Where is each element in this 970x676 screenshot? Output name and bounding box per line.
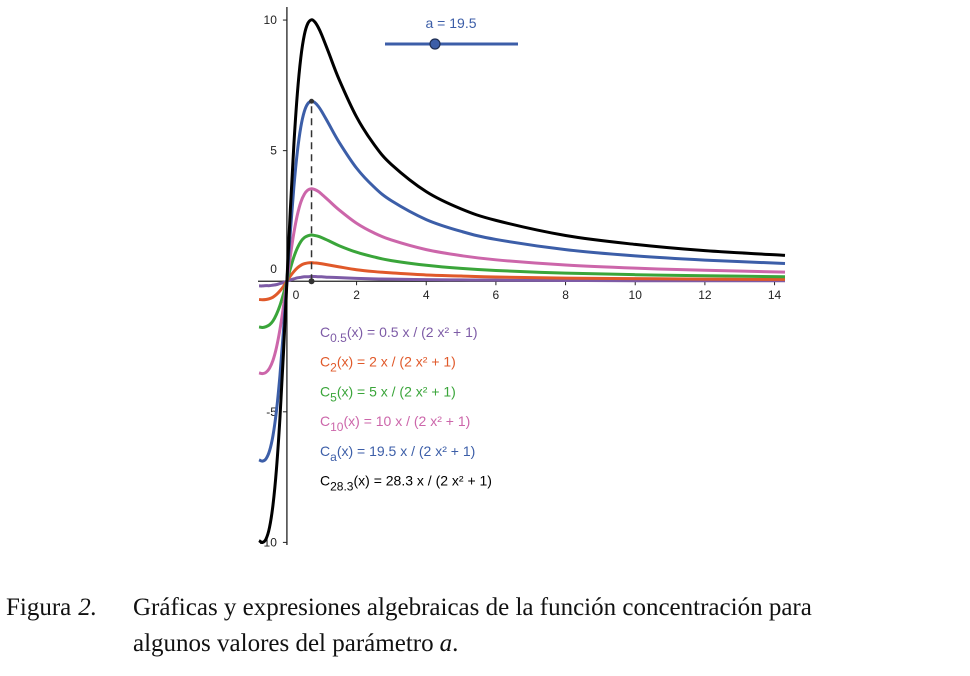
caption-label: Figura	[6, 594, 71, 621]
x-tick-label: 2	[353, 288, 360, 302]
curve	[258, 18, 786, 544]
y-tick-label: -5	[266, 405, 277, 419]
legend-entry: C28.3(x) = 28.3 x / (2 x² + 1)	[320, 473, 492, 494]
legend-entry: C5(x) = 5 x / (2 x² + 1)	[320, 383, 456, 404]
legend-name: C	[320, 413, 330, 429]
legend-formula: (x) = 0.5 x / (2 x² + 1)	[347, 324, 478, 340]
legend-formula: (x) = 10 x / (2 x² + 1)	[343, 413, 470, 429]
legend-name: C	[320, 324, 330, 340]
legend-entry: C0.5(x) = 0.5 x / (2 x² + 1)	[320, 324, 478, 345]
y-tick-label: 5	[270, 144, 277, 158]
legend-subscript: 2	[330, 361, 337, 375]
x-tick-label: 10	[629, 288, 643, 302]
x-tick-label: 4	[423, 288, 430, 302]
foot-point	[308, 278, 315, 285]
legend-name: C	[320, 354, 330, 370]
legend-name: C	[320, 473, 330, 489]
x-tick-label: 6	[493, 288, 500, 302]
y-tick-label: 0	[270, 262, 277, 276]
legend-formula: (x) = 5 x / (2 x² + 1)	[337, 383, 456, 399]
legend-subscript: a	[330, 450, 337, 464]
legend-entry: C10(x) = 10 x / (2 x² + 1)	[320, 413, 470, 434]
legend-formula: (x) = 19.5 x / (2 x² + 1)	[337, 443, 476, 459]
caption-number: 2.	[78, 594, 97, 621]
slider-knob	[429, 38, 441, 50]
legend-subscript: 28.3	[330, 480, 354, 494]
y-tick-label: 10	[264, 13, 278, 27]
caption-text: algunos valores del parámetro	[133, 630, 434, 657]
legend-subscript: 0.5	[330, 331, 347, 345]
caption-line-1: Figura 2. Gráficas y expresiones algebraic…	[6, 594, 812, 621]
legend-formula: (x) = 2 x / (2 x² + 1)	[337, 354, 456, 370]
legend-name: C	[320, 383, 330, 399]
x-tick-label: 8	[562, 288, 569, 302]
y-tick-label: -10	[260, 535, 278, 549]
legend-entry: C2(x) = 2 x / (2 x² + 1)	[320, 354, 456, 375]
legend-entry: Ca(x) = 19.5 x / (2 x² + 1)	[320, 443, 475, 464]
slider-label: a = 19.5	[426, 15, 477, 31]
legend-name: C	[320, 443, 330, 459]
x-tick-label: 14	[768, 288, 782, 302]
caption-variable: a	[440, 630, 453, 657]
caption-line-2: algunos valores del parámetro a.	[133, 630, 458, 657]
legend-subscript: 5	[330, 390, 337, 404]
curve	[258, 233, 786, 329]
legend-formula: (x) = 28.3 x / (2 x² + 1)	[353, 473, 492, 489]
curve	[258, 187, 786, 376]
caption-text: Gráficas y expresiones algebraicas de la…	[133, 594, 812, 621]
caption-end: .	[452, 630, 458, 657]
x-tick-label: 0	[293, 288, 300, 302]
legend-subscript: 10	[330, 420, 344, 434]
peak-point	[309, 98, 315, 104]
x-tick-label: 12	[698, 288, 712, 302]
